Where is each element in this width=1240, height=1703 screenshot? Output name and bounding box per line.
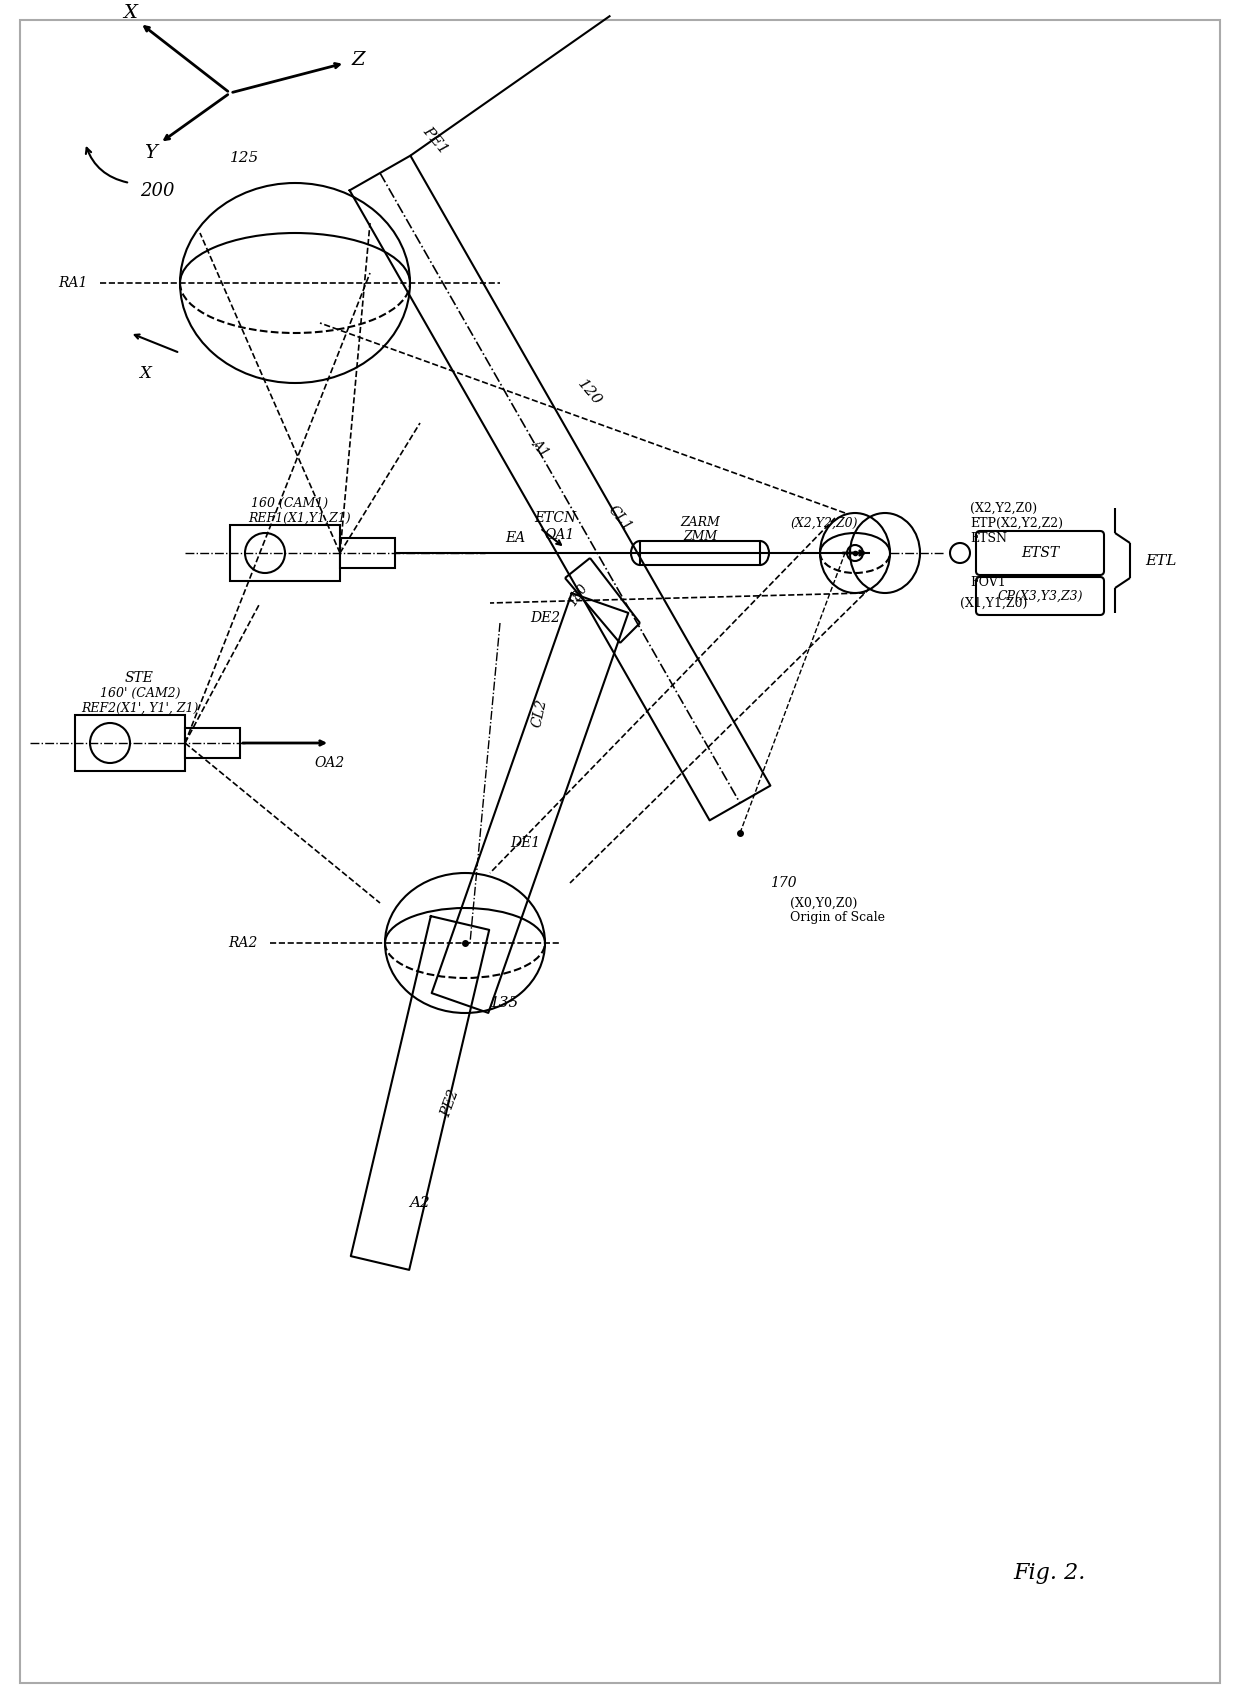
Text: 135: 135 [490,996,520,1010]
Text: ETST: ETST [1021,547,1059,560]
Text: ZARM: ZARM [680,516,720,530]
Text: Y: Y [144,145,156,162]
Text: RA2: RA2 [228,937,258,950]
Text: 120: 120 [574,376,604,409]
Text: REF1(X1,Y1,Z1): REF1(X1,Y1,Z1) [249,511,351,525]
FancyBboxPatch shape [229,525,340,581]
Text: OA1: OA1 [544,528,575,542]
Text: STE: STE [125,671,154,685]
FancyBboxPatch shape [74,715,185,771]
Text: 125: 125 [231,152,259,165]
Text: DE1: DE1 [510,836,541,850]
Text: ETP(X2,Y2,Z2): ETP(X2,Y2,Z2) [970,516,1063,530]
FancyBboxPatch shape [185,727,241,758]
Text: (X2,Y2,Z0): (X2,Y2,Z0) [790,516,858,530]
FancyBboxPatch shape [976,531,1104,576]
Text: ETCN: ETCN [534,511,577,525]
Text: 160' (CAM2): 160' (CAM2) [99,686,180,700]
Text: 170: 170 [770,875,796,891]
Text: Fig. 2.: Fig. 2. [1014,1562,1086,1584]
Text: X: X [123,3,136,22]
Text: CL1: CL1 [605,502,635,533]
Text: PE2: PE2 [439,1087,461,1119]
Text: ETSN: ETSN [970,531,1007,545]
Text: 180: 180 [565,581,590,608]
Text: (X2,Y2,Z0): (X2,Y2,Z0) [970,501,1037,514]
Text: EA: EA [505,531,525,545]
Text: PE1: PE1 [420,124,451,157]
Text: Z: Z [351,51,365,70]
Text: ETL: ETL [1145,553,1177,569]
Text: CL2: CL2 [529,698,549,729]
Text: 200: 200 [140,182,175,199]
Text: A2: A2 [409,1196,430,1211]
Text: FOV1: FOV1 [970,577,1006,589]
Text: CP(X3,Y3,Z3): CP(X3,Y3,Z3) [997,589,1083,603]
Text: (X0,Y0,Z0): (X0,Y0,Z0) [790,896,857,909]
Text: REF2(X1', Y1', Z1): REF2(X1', Y1', Z1) [82,702,198,715]
Text: 160 (CAM1): 160 (CAM1) [252,497,329,509]
Text: RA1: RA1 [58,276,88,290]
Text: Origin of Scale: Origin of Scale [790,911,885,925]
FancyBboxPatch shape [640,542,760,565]
Text: DE2: DE2 [529,611,560,625]
Text: (X1,Y1,Z0): (X1,Y1,Z0) [960,596,1028,610]
FancyBboxPatch shape [976,577,1104,615]
Text: A1: A1 [528,436,552,460]
Text: ZMM: ZMM [683,531,717,543]
Text: X: X [139,364,151,381]
Text: OA2: OA2 [315,756,345,770]
FancyBboxPatch shape [340,538,396,569]
